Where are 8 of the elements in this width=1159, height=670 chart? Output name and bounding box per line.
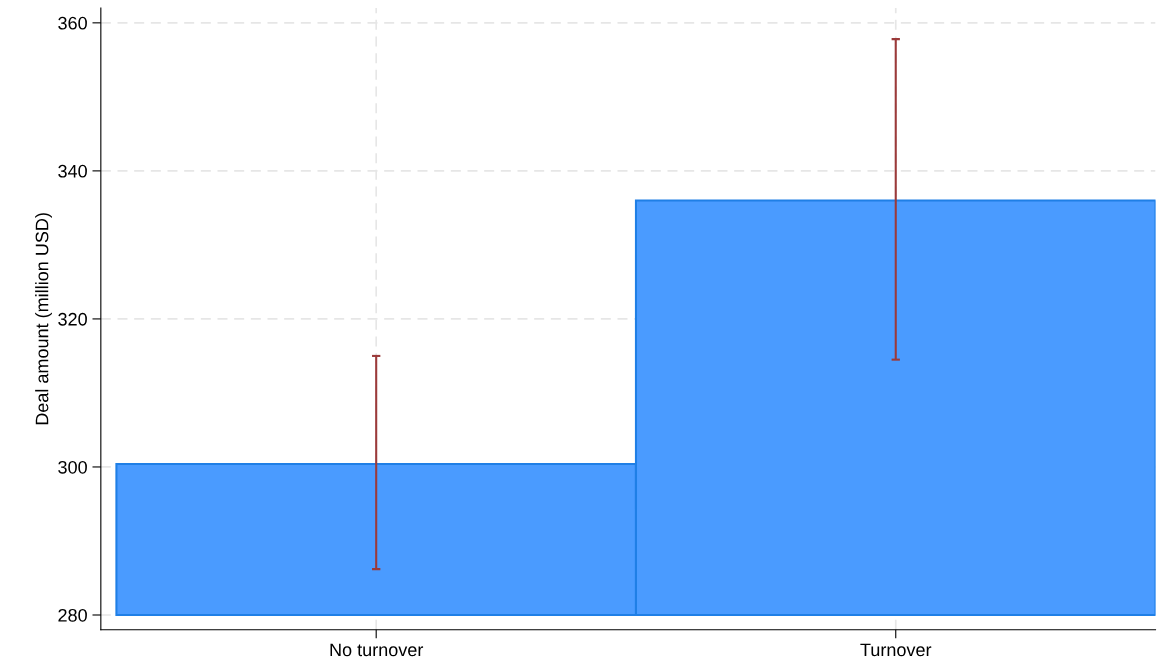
- x-tick-label: No turnover: [330, 643, 424, 657]
- y-tick-label: 280: [58, 608, 87, 622]
- y-tick-label: 320: [58, 312, 87, 326]
- y-tick-label: 300: [58, 460, 87, 474]
- y-axis-title: Deal amount (million USD): [35, 213, 52, 425]
- x-tick-label: Turnover: [860, 643, 932, 657]
- y-tick-label: 340: [58, 164, 87, 178]
- y-tick-label: 360: [58, 16, 87, 30]
